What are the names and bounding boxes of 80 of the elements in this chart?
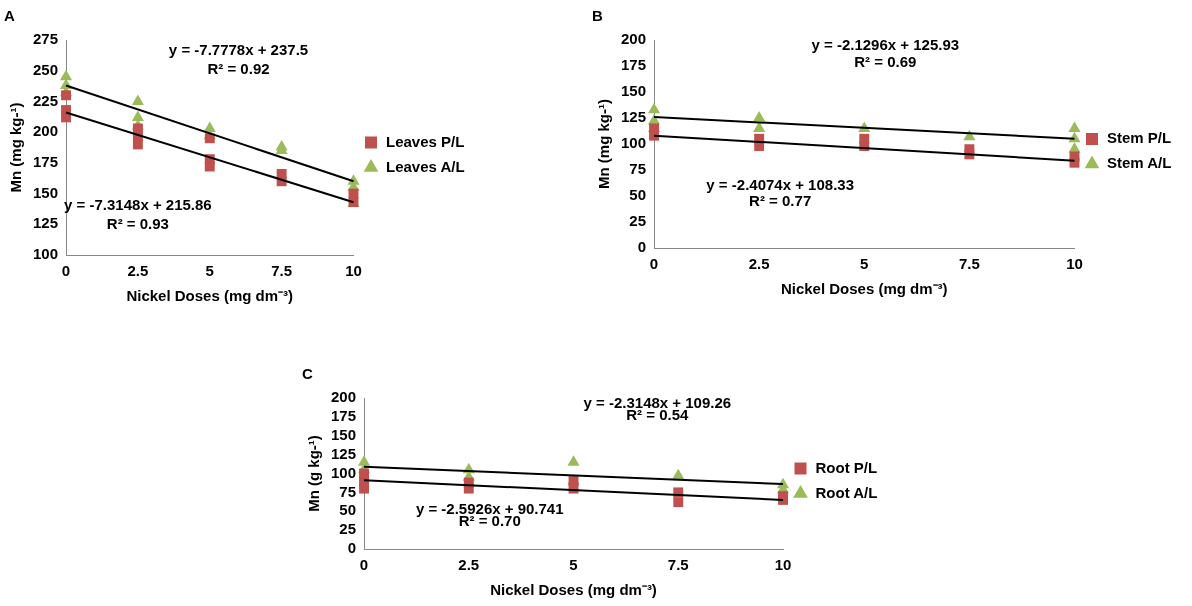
y-tick-label: 275	[33, 30, 59, 48]
x-tick-label: 2.5	[127, 262, 149, 280]
y-tick-label: 225	[33, 91, 59, 109]
y-tick-label: 0	[637, 238, 647, 256]
x-axis-title: Nickel Doses (mg dm⁻³)	[780, 280, 948, 298]
y-tick-label: 150	[33, 183, 59, 201]
point	[359, 468, 369, 479]
annotation: R² = 0.77	[749, 192, 812, 210]
y-tick-label: 200	[33, 122, 59, 140]
y-tick-label: 150	[621, 82, 647, 100]
y-tick-label: 175	[621, 56, 647, 74]
point	[673, 497, 684, 508]
x-tick-label: 0	[359, 556, 369, 574]
y-tick-label: 200	[331, 388, 357, 406]
point	[567, 455, 580, 466]
point	[1068, 121, 1081, 132]
x-tick-label: 2.5	[748, 255, 770, 273]
x-axis-title: Nickel Doses (mg dm⁻³)	[126, 287, 294, 305]
x-tick-label: 2.5	[458, 556, 480, 574]
x-tick-label: 7.5	[958, 255, 980, 273]
y-tick-label: 100	[331, 463, 357, 481]
x-tick-label: 7.5	[271, 262, 293, 280]
y-tick-label: 175	[331, 407, 357, 425]
point	[672, 468, 685, 480]
y-axis-title: Mn (mg kg-¹)	[595, 99, 613, 189]
chart-title: B	[592, 7, 603, 25]
annotation: y = -2.4074x + 108.33	[706, 175, 854, 193]
point	[61, 90, 71, 101]
x-tick-label: 5	[569, 556, 578, 574]
chart-title: C	[302, 365, 313, 383]
x-tick-label: 7.5	[667, 556, 689, 574]
point	[859, 133, 870, 144]
y-tick-label: 100	[621, 134, 647, 152]
annotation: R² = 0.69	[854, 53, 917, 71]
x-tick-label: 10	[774, 556, 792, 574]
point	[132, 123, 143, 134]
x-tick-label: 10	[1066, 255, 1083, 273]
chart-title: A	[4, 7, 15, 25]
y-tick-label: 50	[629, 186, 647, 204]
y-tick-label: 75	[339, 482, 357, 500]
x-tick-label: 5	[205, 262, 214, 280]
point	[753, 121, 766, 132]
annotation: y = -7.3148x + 215.86	[64, 195, 212, 213]
y-tick-label: 125	[33, 214, 59, 232]
point	[131, 110, 144, 121]
y-tick-label: 75	[629, 160, 647, 178]
annotation: y = -2.1296x + 125.93	[811, 36, 960, 54]
legend-label: Root A/L	[815, 483, 878, 501]
legend-label: Leaves P/L	[386, 132, 465, 150]
legend-label: Stem A/L	[1106, 154, 1172, 172]
point	[647, 102, 661, 114]
y-tick-label: 150	[331, 425, 357, 443]
annotation: y = -7.7778x + 237.5	[168, 40, 309, 58]
y-tick-label: 175	[33, 153, 59, 170]
y-tick-label: 100	[33, 245, 59, 263]
x-tick-label: 0	[649, 255, 659, 273]
x-tick-label: 0	[61, 262, 71, 280]
annotation: R² = 0.92	[207, 60, 270, 78]
y-axis-title: Mn (g kg-¹)	[305, 435, 323, 512]
point	[276, 168, 287, 179]
legend-label: Root P/L	[815, 458, 878, 476]
point	[59, 69, 73, 81]
y-axis-title: Mn (mg kg-¹)	[7, 102, 25, 193]
y-tick-label: 25	[629, 212, 647, 230]
x-tick-label: 10	[345, 262, 362, 280]
x-tick-label: 5	[860, 255, 869, 273]
point	[964, 144, 975, 155]
y-tick-label: 25	[339, 520, 357, 538]
point	[131, 94, 144, 105]
legend-label: Leaves A/L	[386, 157, 465, 175]
annotation: R² = 0.93	[106, 215, 169, 233]
y-tick-label: 250	[33, 60, 59, 78]
x-axis-title: Nickel Doses (mg dm⁻³)	[490, 581, 657, 599]
y-tick-label: 200	[621, 30, 647, 48]
y-tick-label: 125	[621, 108, 647, 126]
y-tick-label: 0	[347, 539, 357, 557]
point	[348, 188, 359, 199]
y-tick-label: 50	[339, 501, 357, 519]
y-tick-label: 125	[331, 444, 357, 462]
legend-label: Stem P/L	[1106, 129, 1172, 147]
